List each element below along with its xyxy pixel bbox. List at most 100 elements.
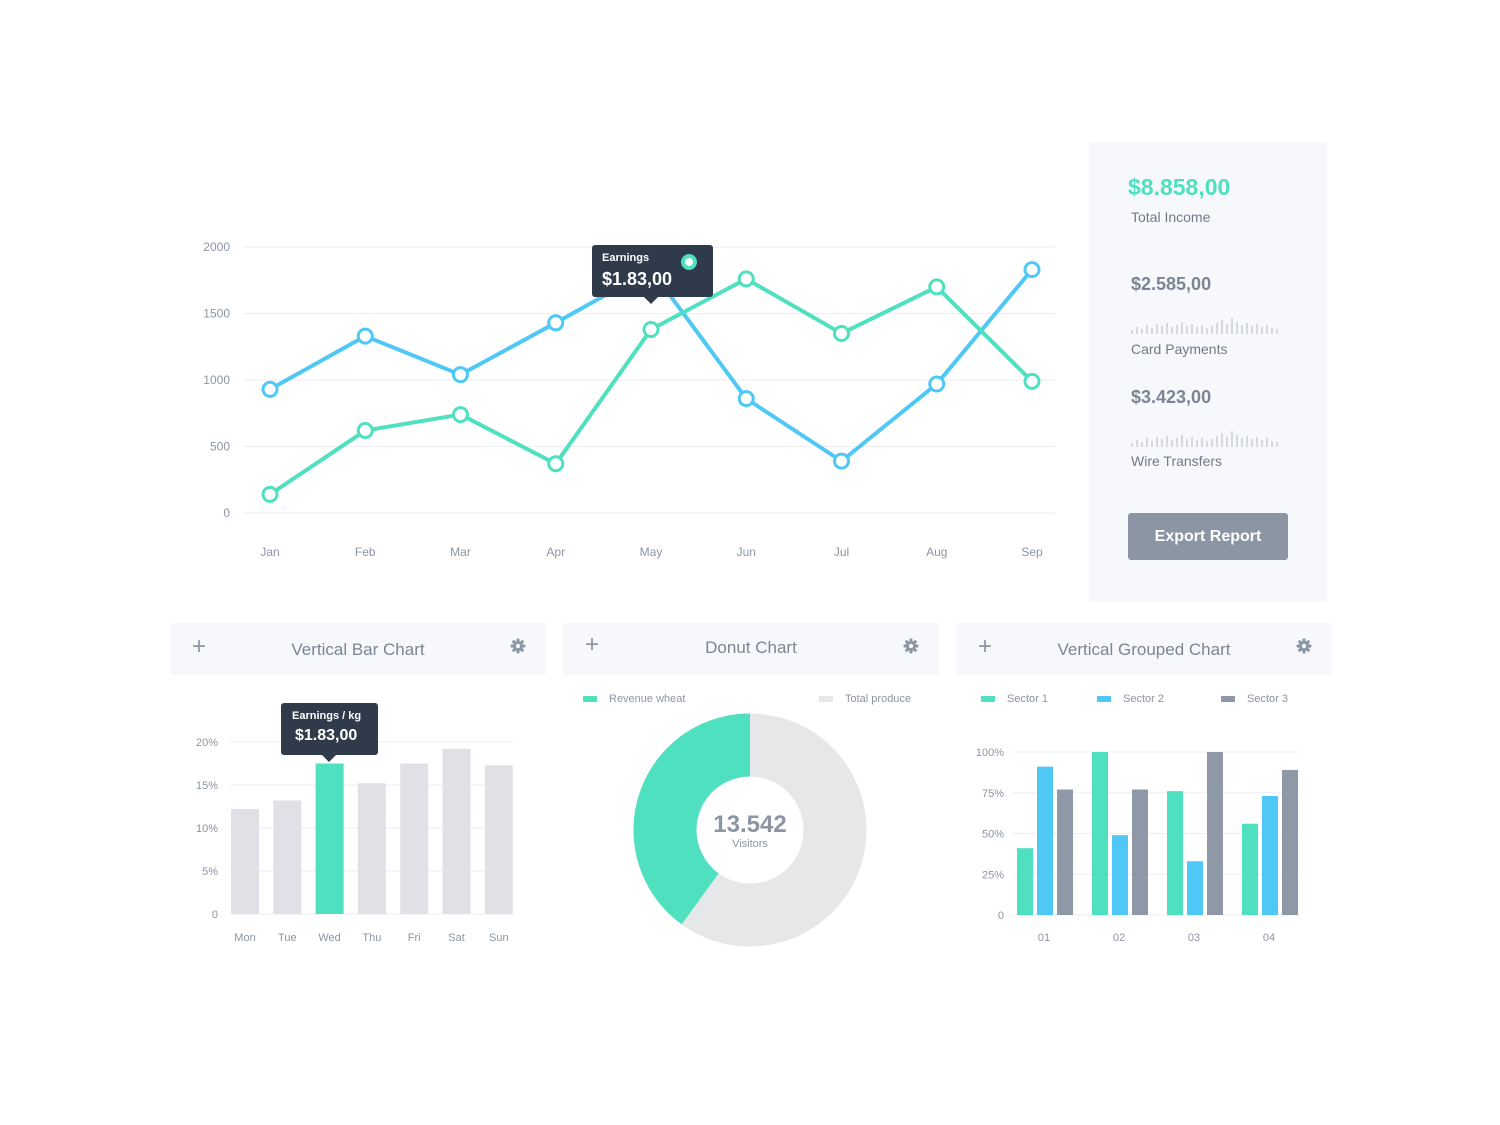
grouped-bar: [1092, 752, 1108, 915]
sparkline-bar: [1201, 438, 1203, 447]
grouped-bar: [1242, 823, 1258, 915]
sparkline-bar: [1246, 323, 1248, 334]
legend-label: Sector 2: [1123, 693, 1164, 705]
export-report-button[interactable]: Export Report: [1128, 513, 1288, 560]
sparkline-bar: [1226, 324, 1228, 334]
plus-icon[interactable]: +: [978, 633, 993, 660]
bar: [231, 809, 259, 914]
sparkline-bar: [1236, 322, 1238, 334]
grouped-bar: [1112, 835, 1128, 915]
sparkline-bar: [1276, 329, 1278, 334]
sparkline-bar: [1221, 320, 1223, 334]
sparkline-bar: [1196, 327, 1198, 334]
bar-chart-title: Vertical Bar Chart: [291, 640, 425, 659]
data-point: [261, 380, 279, 398]
data-point: [356, 327, 374, 345]
bar: [400, 763, 429, 914]
x-tick-label: Jan: [260, 545, 279, 559]
sparkline-bar: [1236, 435, 1238, 447]
legend-label: Sector 3: [1247, 693, 1288, 705]
sparkline-bar: [1156, 324, 1158, 334]
total-income-label: Total Income: [1131, 209, 1211, 225]
sparkline-bar: [1156, 437, 1158, 447]
donut-slice-revenue-wheat: [633, 713, 867, 947]
data-point: [452, 366, 469, 384]
y-tick-label: 0: [212, 909, 218, 921]
sparkline-bar: [1241, 438, 1243, 447]
plus-icon[interactable]: +: [192, 633, 207, 660]
y-tick-label: 2000: [203, 240, 230, 254]
data-point: [547, 455, 565, 473]
data-point: [547, 314, 565, 332]
legend-sector-2: Sector 2: [1097, 693, 1164, 705]
y-tick-label: 100%: [976, 747, 1004, 759]
sparkline-bar: [1206, 441, 1208, 447]
grouped-bar: [1037, 766, 1053, 915]
grouped-bar: [1187, 861, 1203, 915]
x-tick-label: 02: [1113, 932, 1125, 944]
sparkline-bar: [1191, 324, 1193, 334]
sparkline-bar: [1161, 326, 1163, 334]
x-tick-label: Jul: [834, 545, 849, 559]
sparkline-bar: [1136, 440, 1138, 447]
sparkline-bar: [1151, 328, 1153, 334]
sparkline-bar: [1166, 436, 1168, 447]
grouped-bar: [1057, 789, 1073, 915]
sparkline-bar: [1261, 327, 1263, 334]
grouped-bar: [1132, 789, 1148, 915]
sparkline-bar: [1231, 318, 1233, 334]
x-tick-label: Thu: [362, 932, 381, 944]
sparkline-bar: [1176, 438, 1178, 447]
sparkline-bar: [1271, 328, 1273, 334]
sparkline-bar: [1136, 327, 1138, 334]
sparkline-bar: [1141, 329, 1143, 334]
donut-center: 13.542 Visitors: [680, 812, 820, 851]
vertical-bar-chart: 20% 15% 10% 5% 0 Mon Tue Wed Thu Fri Sat Sun: [196, 737, 513, 944]
x-tick-label: Fri: [408, 932, 421, 944]
donut-chart: [633, 713, 867, 947]
sparkline-bar: [1246, 436, 1248, 447]
grouped-bar: [1262, 796, 1278, 915]
y-tick-label: 500: [210, 440, 230, 454]
x-tick-label: Sat: [448, 932, 465, 944]
data-point: [928, 278, 946, 296]
y-tick-label: 10%: [196, 823, 218, 835]
sparkline-bar: [1196, 440, 1198, 447]
legend-swatch: [1221, 696, 1235, 702]
data-point: [642, 320, 660, 338]
tooltip-caption: Earnings / kg: [292, 710, 362, 722]
grouped-chart-title: Vertical Grouped Chart: [1057, 640, 1231, 659]
bar: [484, 765, 513, 914]
total-income-value: $8.858,00: [1128, 174, 1231, 200]
sparkline-bar: [1186, 326, 1188, 334]
legend-revenue-wheat: Revenue wheat: [583, 693, 685, 705]
plus-icon[interactable]: +: [585, 631, 600, 658]
grouped-chart-header: + Vertical Grouped Chart: [956, 623, 1332, 675]
sparkline-bar: [1266, 438, 1268, 447]
x-tick-label: Jun: [737, 545, 756, 559]
gear-icon[interactable]: [510, 638, 526, 654]
sparkline-bar: [1146, 325, 1148, 334]
legend-sector-3: Sector 3: [1221, 693, 1288, 705]
sparkline-bar: [1176, 325, 1178, 334]
sparkline-bar: [1201, 325, 1203, 334]
sparkline-bar: [1141, 442, 1143, 447]
y-tick-label: 1000: [203, 373, 230, 387]
x-tick-label: 03: [1188, 932, 1200, 944]
grouped-bar: [1167, 791, 1183, 915]
bar-chart-header: + Vertical Bar Chart: [170, 623, 546, 675]
y-tick-label: 20%: [196, 737, 218, 749]
tooltip-value: $1.83,00: [295, 727, 358, 744]
x-tick-label: Tue: [278, 932, 297, 944]
bar: [357, 783, 386, 914]
gear-icon[interactable]: [903, 638, 919, 654]
gear-icon[interactable]: [1296, 638, 1312, 654]
data-point: [356, 422, 374, 440]
donut-chart-title: Donut Chart: [705, 638, 797, 657]
earnings-kg-tooltip: Earnings / kg $1.83,00: [281, 703, 378, 762]
legend-swatch: [583, 696, 597, 702]
vertical-grouped-chart: 100% 75% 50% 25% 0 01 02 03 04: [976, 747, 1299, 944]
grouped-bar: [1282, 769, 1298, 915]
sparkline-bar: [1131, 330, 1133, 334]
bar: [273, 800, 302, 914]
